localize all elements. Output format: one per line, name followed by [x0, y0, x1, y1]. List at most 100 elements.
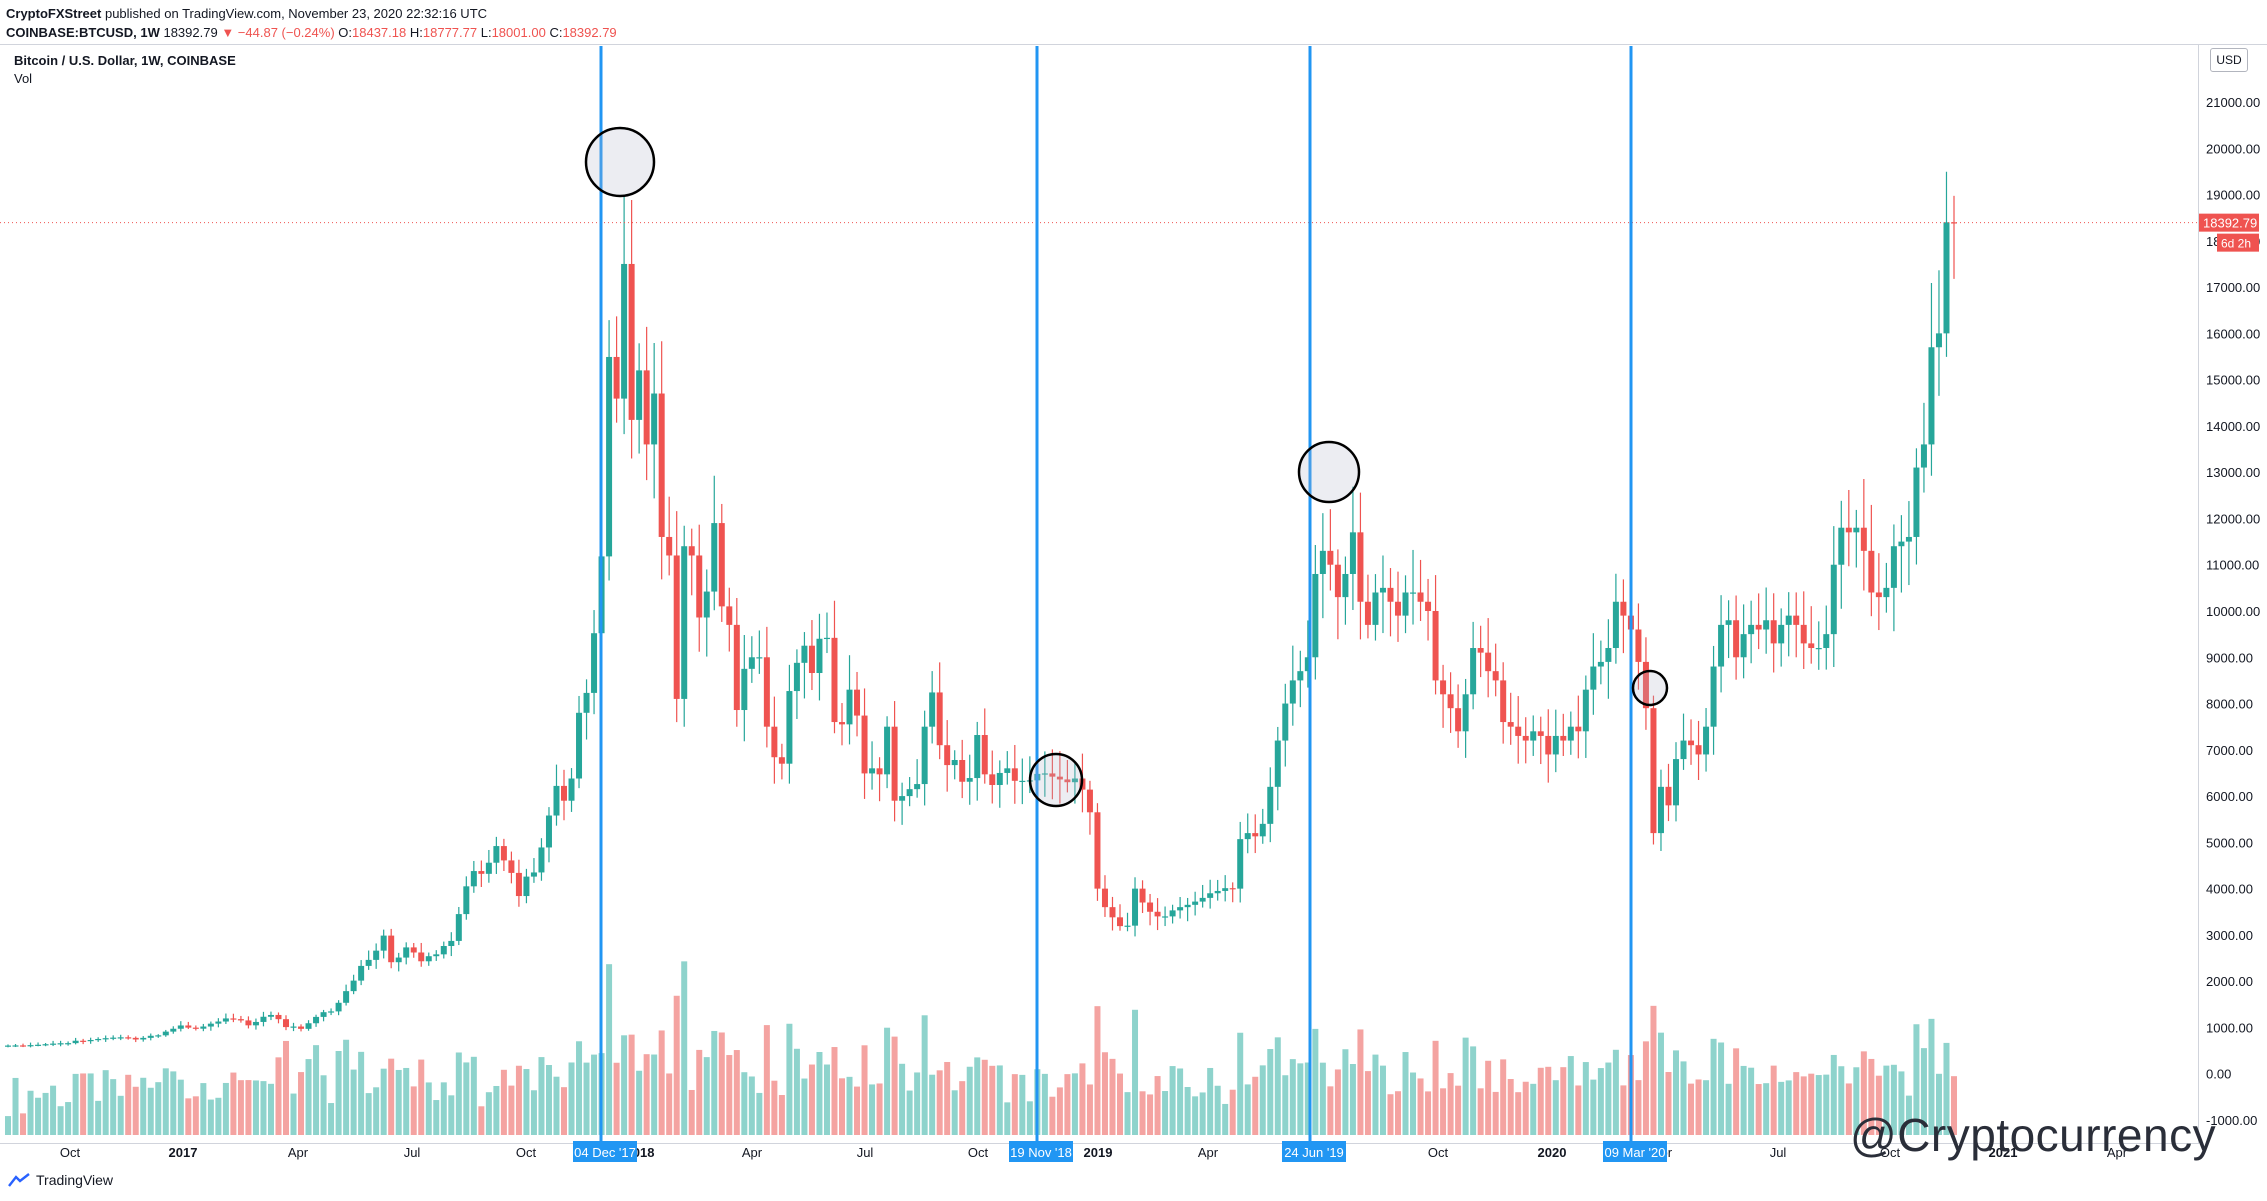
volume-bar [1860, 1051, 1867, 1135]
volume-bar [1319, 1062, 1326, 1135]
y-tick-label: 3000.00 [2206, 928, 2253, 943]
currency-button[interactable]: USD [2210, 48, 2248, 72]
volume-bar [1740, 1065, 1747, 1135]
volume-bar [1665, 1072, 1672, 1135]
volume-bar [1500, 1059, 1507, 1135]
candle-body [1567, 726, 1574, 741]
candle-body [1875, 592, 1882, 598]
candle-body [876, 768, 883, 775]
candle-body [350, 980, 357, 992]
candle-body [1402, 592, 1409, 616]
candle-body [1410, 592, 1417, 594]
marker-date-label: 19 Nov '18 [1010, 1145, 1072, 1160]
volume-bar [380, 1068, 387, 1135]
tradingview-logo-icon [8, 1173, 30, 1187]
volume-bar [1327, 1086, 1334, 1135]
candle-body [1830, 564, 1837, 635]
candle-body [1733, 620, 1740, 658]
candle-body [936, 692, 943, 746]
volume-bar [1845, 1083, 1852, 1135]
candle-body [1147, 902, 1154, 912]
volume-bar [1883, 1065, 1890, 1135]
volume-bar [628, 1034, 635, 1135]
volume-bar [42, 1092, 49, 1135]
x-tick-label: Oct [60, 1145, 81, 1160]
candle-body [215, 1021, 222, 1024]
candle-body [1485, 652, 1492, 672]
volume-bar [636, 1070, 643, 1135]
volume-bar [328, 1103, 335, 1135]
volume-bar [771, 1080, 778, 1135]
candle-body [1883, 587, 1890, 598]
volume-bar [996, 1065, 1003, 1135]
candle-body [448, 940, 455, 947]
candle-body [440, 946, 447, 955]
volume-bar [1207, 1067, 1214, 1135]
volume-bar [1289, 1059, 1296, 1135]
candle-body [493, 846, 500, 863]
candle-body [1237, 839, 1244, 889]
last-price-tag [2199, 213, 2259, 232]
volume-bar [1755, 1084, 1762, 1135]
candle-body [1440, 680, 1447, 695]
footer-brand: TradingView [36, 1172, 114, 1188]
volume-bar [1635, 1080, 1642, 1135]
candle-body [35, 1044, 42, 1046]
candle-body [974, 735, 981, 779]
candle-body [117, 1037, 124, 1039]
volume-bar [1642, 1041, 1649, 1135]
candle-body [568, 778, 575, 801]
current-price: 18392.79 [163, 25, 218, 40]
volume-bar [1379, 1065, 1386, 1135]
candle-body [1920, 444, 1927, 468]
candle-body [57, 1043, 64, 1045]
candle-body [388, 935, 395, 963]
volume-bar [1071, 1073, 1078, 1135]
candle-body [1951, 222, 1957, 224]
y-tick-label: 16000.00 [2206, 326, 2260, 341]
y-tick-label: 7000.00 [2206, 743, 2253, 758]
volume-bar [110, 1079, 117, 1135]
volume-bar [1680, 1061, 1687, 1135]
y-tick-label: 8000.00 [2206, 697, 2253, 712]
candle-body [944, 745, 951, 766]
candle-body [1184, 904, 1191, 908]
tradingview-footer[interactable]: TradingView [8, 1172, 113, 1188]
volume-bar [673, 995, 680, 1135]
candle-body [733, 624, 740, 711]
volume-bar [267, 1083, 274, 1135]
candle-body [1838, 527, 1845, 565]
candle-body [1395, 601, 1401, 616]
candle-body [1162, 916, 1169, 918]
candle-body [1695, 745, 1702, 755]
publisher-name[interactable]: CryptoFXStreet [6, 6, 102, 21]
volume-bar [1492, 1091, 1499, 1135]
candle-body [478, 871, 485, 874]
volume-bar [215, 1097, 222, 1135]
volume-bar [1928, 1018, 1935, 1135]
volume-bar [576, 1041, 583, 1135]
candle-body [1417, 592, 1424, 602]
candle-body [1530, 731, 1537, 741]
candle-body [688, 546, 695, 556]
candle-body [726, 606, 733, 625]
candle-body [1860, 527, 1867, 551]
volume-bar [1094, 1006, 1101, 1135]
candle-body [358, 965, 365, 981]
volume-bar [951, 1090, 958, 1135]
candle-body [1853, 527, 1860, 533]
candle-body [1259, 823, 1266, 837]
volume-bar [839, 1078, 845, 1135]
ohlc-high-label: H: [409, 25, 423, 40]
candle-body [1537, 731, 1544, 736]
volume-bar [230, 1072, 237, 1135]
volume-bar [1192, 1096, 1199, 1135]
candle-body [929, 692, 936, 727]
x-tick-label: 2019 [1084, 1145, 1113, 1160]
volume-bar [200, 1083, 207, 1135]
candle-body [801, 645, 808, 663]
volume-bar [433, 1100, 440, 1135]
y-tick-label: 6000.00 [2206, 789, 2253, 804]
candle-body [1011, 768, 1018, 781]
